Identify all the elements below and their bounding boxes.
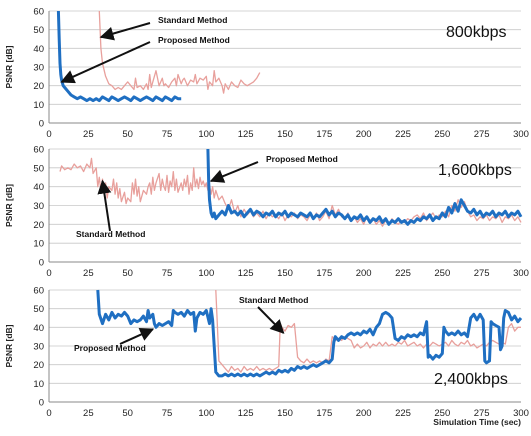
y-tick-label: 60 xyxy=(33,286,44,297)
x-tick-label: 0 xyxy=(46,129,51,140)
x-tick-label: 250 xyxy=(434,268,450,279)
y-tick-label: 30 xyxy=(33,63,44,74)
annotation-arrow xyxy=(257,306,285,334)
annotation-label: Standard Method xyxy=(158,15,227,25)
x-tick-label: 200 xyxy=(356,408,372,419)
y-tick-label: 60 xyxy=(33,7,44,18)
series-line-standard xyxy=(98,10,261,94)
y-tick-label: 20 xyxy=(33,360,44,371)
x-tick-label: 125 xyxy=(238,408,254,419)
y-tick-label: 50 xyxy=(33,304,44,315)
y-tick-label: 0 xyxy=(39,398,44,409)
x-tick-label: 50 xyxy=(122,268,133,279)
x-tick-label: 25 xyxy=(83,408,94,419)
x-tick-label: 100 xyxy=(198,408,214,419)
y-tick-label: 30 xyxy=(33,201,44,212)
x-tick-label: 125 xyxy=(238,129,254,140)
y-tick-label: 30 xyxy=(33,342,44,353)
x-tick-label: 200 xyxy=(356,268,372,279)
annotation-arrow xyxy=(60,41,151,84)
x-tick-label: 100 xyxy=(198,268,214,279)
x-tick-label: 225 xyxy=(395,129,411,140)
annotation-label: Proposed Method xyxy=(266,154,338,164)
x-tick-label: 75 xyxy=(162,408,173,419)
x-tick-label: 75 xyxy=(162,129,173,140)
x-tick-label: 150 xyxy=(277,268,293,279)
annotation-label: Standard Method xyxy=(239,295,308,305)
x-tick-label: 275 xyxy=(474,408,490,419)
series-line-proposed xyxy=(56,10,182,103)
x-tick-label: 175 xyxy=(316,268,332,279)
bitrate-label: 1,600kbps xyxy=(438,162,512,179)
x-tick-label: 175 xyxy=(316,129,332,140)
annotation-label: Standard Method xyxy=(76,229,145,239)
x-tick-label: 250 xyxy=(434,129,450,140)
x-tick-label: 100 xyxy=(198,129,214,140)
series-line-standard xyxy=(215,289,521,373)
y-tick-label: 10 xyxy=(33,379,44,390)
y-tick-label: 20 xyxy=(33,81,44,92)
y-tick-label: 40 xyxy=(33,44,44,55)
x-tick-label: 150 xyxy=(277,129,293,140)
chart-panel-1: 0 10 20 30 40 50 60 0 25 50 75 100 125 150 175 200 225 25… xyxy=(4,7,529,141)
y-tick-label: 10 xyxy=(33,239,44,250)
series-line-proposed xyxy=(206,148,523,226)
y-tick-label: 40 xyxy=(33,323,44,334)
x-tick-label: 75 xyxy=(162,268,173,279)
x-tick-label: 50 xyxy=(122,129,133,140)
y-tick-label: 40 xyxy=(33,182,44,193)
x-tick-label: 0 xyxy=(46,408,51,419)
bitrate-label: 800kbps xyxy=(446,24,507,41)
series-line-proposed xyxy=(96,289,523,378)
x-tick-label: 125 xyxy=(238,268,254,279)
annotation-arrow xyxy=(209,161,259,183)
annotation-arrow xyxy=(119,327,155,345)
x-tick-label: 275 xyxy=(474,268,490,279)
x-tick-label: 300 xyxy=(513,268,529,279)
x-tick-label: 300 xyxy=(513,408,529,419)
x-tick-label: 25 xyxy=(83,129,94,140)
y-tick-label: 0 xyxy=(39,119,44,130)
x-tick-label: 175 xyxy=(316,408,332,419)
y-axis-label: PSNR [dB] xyxy=(4,324,14,367)
y-axis-label: PSNR [dB] xyxy=(4,184,14,227)
annotation-label: Proposed Method xyxy=(158,35,230,45)
y-tick-label: 10 xyxy=(33,100,44,111)
y-tick-label: 50 xyxy=(33,25,44,36)
y-tick-label: 50 xyxy=(33,163,44,174)
x-tick-label: 150 xyxy=(277,408,293,419)
x-tick-label: 300 xyxy=(513,129,529,140)
x-tick-label: 225 xyxy=(395,268,411,279)
annotation-label: Proposed Method xyxy=(74,343,146,353)
chart-panel-2: 0 10 20 30 40 50 60 0 25 50 75 100 125 150 175 200 225 25… xyxy=(4,145,529,280)
x-tick-label: 25 xyxy=(83,268,94,279)
x-axis-label: Simulation Time (sec) xyxy=(433,417,521,427)
y-tick-label: 20 xyxy=(33,220,44,231)
bitrate-label: 2,400kbps xyxy=(434,371,508,388)
y-tick-label: 0 xyxy=(39,258,44,269)
x-tick-label: 200 xyxy=(356,129,372,140)
x-tick-label: 225 xyxy=(395,408,411,419)
annotation-arrow xyxy=(99,22,151,41)
y-axis-label: PSNR [dB] xyxy=(4,45,14,88)
y-tick-label: 60 xyxy=(33,145,44,156)
x-tick-label: 0 xyxy=(46,268,51,279)
chart-panel-3: 0 10 20 30 40 50 60 0 25 50 75 100 125 150 175 200 225 25… xyxy=(4,286,529,428)
x-tick-label: 50 xyxy=(122,408,133,419)
x-tick-label: 275 xyxy=(474,129,490,140)
annotation-arrow xyxy=(97,179,112,232)
x-tick-label: 250 xyxy=(434,408,450,419)
